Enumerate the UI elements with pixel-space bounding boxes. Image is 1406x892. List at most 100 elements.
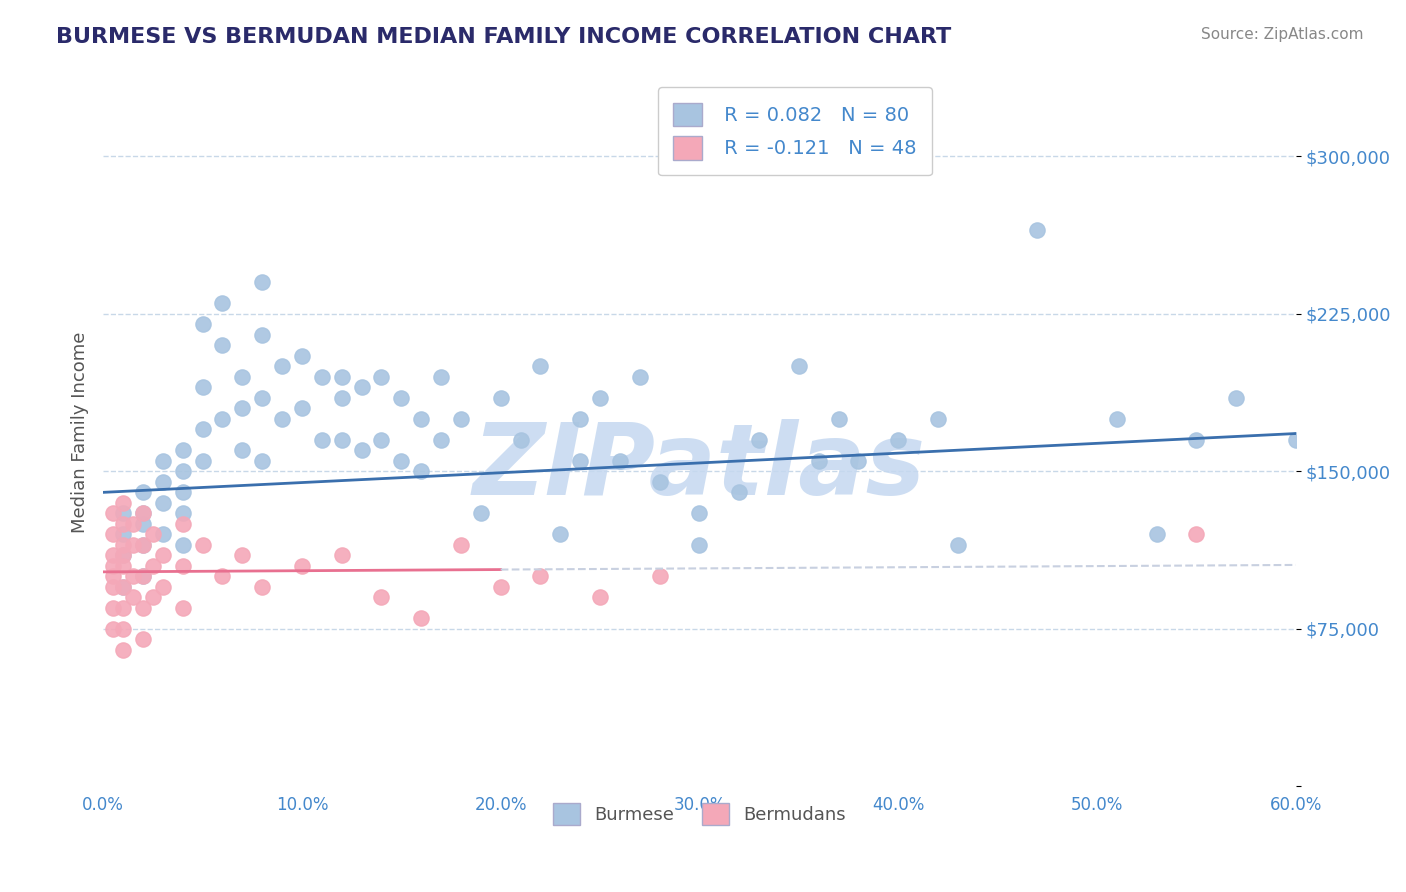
Point (569, 412, 592, 426)
Point (648, 475, 671, 489)
Point (101, 558, 124, 573)
Point (748, 433, 770, 447)
Point (132, 538, 155, 552)
Point (887, 433, 910, 447)
Point (101, 507, 124, 521)
Point (231, 443, 253, 458)
Point (172, 601, 194, 615)
Point (142, 527, 165, 541)
Point (132, 516, 155, 531)
Point (291, 558, 314, 573)
Point (1225, 391, 1247, 405)
Point (489, 391, 512, 405)
Point (311, 369, 333, 384)
Text: ZIPatlas: ZIPatlas (472, 419, 927, 516)
Point (152, 580, 174, 594)
Point (111, 622, 134, 636)
Point (550, 527, 572, 541)
Point (848, 454, 870, 468)
Point (450, 538, 472, 552)
Point (250, 391, 273, 405)
Point (132, 632, 155, 647)
Point (589, 391, 612, 405)
Point (450, 412, 472, 426)
Point (250, 580, 273, 594)
Point (111, 580, 134, 594)
Point (172, 464, 194, 478)
Y-axis label: Median Family Income: Median Family Income (72, 331, 89, 533)
Point (191, 422, 214, 436)
Text: BURMESE VS BERMUDAN MEDIAN FAMILY INCOME CORRELATION CHART: BURMESE VS BERMUDAN MEDIAN FAMILY INCOME… (56, 27, 952, 46)
Point (430, 369, 453, 384)
Point (1185, 433, 1208, 447)
Point (330, 549, 353, 563)
Point (111, 601, 134, 615)
Point (111, 527, 134, 541)
Point (628, 369, 651, 384)
Point (330, 391, 353, 405)
Point (389, 454, 412, 468)
Point (470, 507, 492, 521)
Point (411, 412, 433, 426)
Point (191, 380, 214, 394)
Point (191, 318, 214, 332)
Point (152, 475, 174, 489)
Point (211, 569, 233, 583)
Point (330, 369, 353, 384)
Point (370, 369, 392, 384)
Point (111, 507, 134, 521)
Point (111, 580, 134, 594)
Point (688, 538, 710, 552)
Point (688, 507, 710, 521)
Point (142, 591, 165, 605)
Point (172, 516, 194, 531)
Point (648, 569, 671, 583)
Point (350, 443, 373, 458)
Point (411, 464, 433, 478)
Point (122, 516, 145, 531)
Point (172, 485, 194, 500)
Point (350, 380, 373, 394)
Point (609, 454, 631, 468)
Point (1285, 433, 1308, 447)
Point (330, 433, 353, 447)
Point (172, 558, 194, 573)
Point (152, 527, 174, 541)
Point (1146, 527, 1168, 541)
Point (132, 507, 155, 521)
Point (111, 538, 134, 552)
Point (231, 401, 253, 416)
Point (142, 558, 165, 573)
Point (211, 296, 233, 310)
Point (807, 454, 830, 468)
Point (250, 454, 273, 468)
Point (101, 622, 124, 636)
Point (132, 601, 155, 615)
Point (211, 338, 233, 352)
Point (122, 569, 145, 583)
Point (389, 391, 412, 405)
Point (250, 327, 273, 342)
Point (122, 538, 145, 552)
Point (1105, 412, 1128, 426)
Text: Source: ZipAtlas.com: Source: ZipAtlas.com (1201, 27, 1364, 42)
Point (191, 538, 214, 552)
Point (271, 359, 294, 374)
Point (101, 601, 124, 615)
Point (132, 485, 155, 500)
Point (132, 507, 155, 521)
Point (489, 580, 512, 594)
Point (728, 485, 751, 500)
Point (111, 516, 134, 531)
Point (250, 275, 273, 289)
Point (111, 643, 134, 657)
Point (271, 412, 294, 426)
Point (152, 496, 174, 510)
Point (370, 433, 392, 447)
Point (569, 454, 592, 468)
Point (529, 359, 551, 374)
Point (827, 412, 849, 426)
Point (291, 349, 314, 363)
Point (529, 569, 551, 583)
Point (101, 580, 124, 594)
